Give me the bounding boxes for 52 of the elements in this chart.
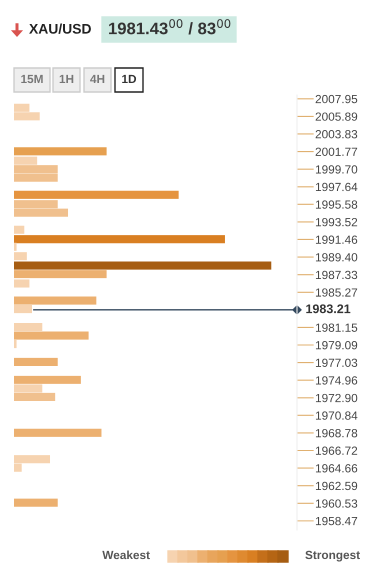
bar	[14, 392, 56, 401]
y-tick-label: 1970.84	[316, 411, 358, 420]
bar	[14, 226, 24, 234]
bar	[14, 498, 58, 507]
chart-subtitle: 1981.43$^{00}$ / 83$^{00}$	[109, 19, 230, 35]
text: Strongest	[305, 550, 360, 562]
bar	[14, 384, 42, 392]
y-tick-label: 1958.47	[316, 516, 358, 526]
text: 4H	[90, 74, 104, 84]
y-tick-label: 1960.53	[316, 499, 358, 508]
y-tick-label: 2003.83	[316, 130, 358, 138]
y-tick-label: 1977.03	[316, 358, 358, 367]
bar	[14, 296, 96, 305]
y-tick-label: 1974.96	[316, 376, 358, 385]
y-tick-label: 1993.52	[316, 218, 358, 226]
bar	[14, 156, 38, 165]
text: 1D	[122, 74, 136, 84]
bar	[14, 358, 58, 366]
y-tick-label: 1987.33	[316, 270, 358, 280]
y-tick-label: 2005.89	[316, 112, 358, 121]
ref-line-label: 1983.21	[306, 304, 350, 314]
y-tick-label: 1962.59	[316, 482, 358, 490]
y-tick-label: 1981.15	[316, 323, 358, 332]
chart-title: XAU/USD	[29, 24, 91, 34]
y-tick-label: 1972.90	[316, 394, 358, 402]
y-tick-label: 1985.27	[316, 288, 358, 297]
text: 15M	[21, 74, 43, 84]
bar	[14, 305, 32, 314]
y-tick-label: 1968.78	[316, 428, 358, 438]
text: Weakest	[102, 550, 150, 560]
y-tick-label: 2007.95	[316, 94, 358, 104]
bar	[14, 190, 179, 199]
bar	[14, 270, 107, 278]
bar	[14, 340, 17, 348]
y-tick-label: 1979.09	[316, 341, 358, 350]
text: 1H	[60, 74, 74, 84]
bar	[14, 279, 30, 288]
bar	[14, 235, 225, 244]
y-tick-label: 1966.72	[316, 446, 358, 455]
y-tick-label: 1989.40	[316, 253, 358, 262]
y-tick-label: 1964.66	[316, 464, 358, 472]
y-tick-label: 1997.64	[316, 182, 358, 192]
bar	[14, 322, 42, 332]
bar	[14, 428, 102, 437]
y-tick-label: 1991.46	[316, 236, 358, 244]
bar	[14, 376, 81, 384]
bar	[14, 147, 107, 156]
y-tick-label: 2001.77	[316, 148, 358, 156]
y-tick-label: 1999.70	[316, 165, 358, 174]
bar	[14, 262, 272, 270]
y-tick-label: 1995.58	[316, 200, 358, 209]
bar	[14, 331, 89, 340]
